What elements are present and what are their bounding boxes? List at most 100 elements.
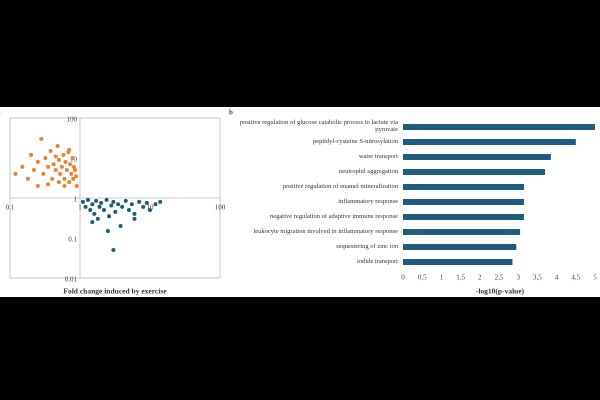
y-tick-label: water transport (358, 152, 398, 160)
point (90, 202, 95, 207)
point (41, 171, 46, 176)
point (113, 209, 118, 214)
bar (403, 229, 521, 235)
bar (403, 169, 546, 175)
point (137, 199, 142, 204)
x-tick-label: 5 (593, 274, 597, 282)
point (68, 162, 73, 167)
point (35, 159, 40, 164)
point (104, 197, 109, 202)
point (67, 180, 72, 185)
y-tick-label: positive regulation of glucose catabolic… (239, 119, 398, 133)
point (56, 157, 61, 162)
point (50, 176, 55, 181)
y-tick-label: inflammatory response (338, 197, 398, 205)
point (48, 148, 53, 153)
point (46, 182, 51, 187)
point (51, 162, 56, 167)
point (71, 176, 76, 181)
point (153, 202, 158, 207)
point (129, 202, 134, 207)
y-tick-label: peptidyl-cysteine S-nitrosylation (312, 137, 398, 145)
point (99, 200, 104, 205)
point (95, 216, 100, 221)
point (97, 204, 102, 209)
point (111, 199, 116, 204)
panel-label: b (229, 109, 233, 117)
point (46, 164, 51, 169)
bar (403, 139, 576, 145)
bar (403, 184, 524, 190)
point (73, 168, 78, 173)
point (105, 228, 110, 233)
x-tick-label: 10 (147, 204, 155, 212)
point (39, 136, 44, 141)
point (25, 176, 30, 181)
point (120, 204, 125, 209)
y-tick-label: negative regulation of adaptive immune r… (270, 212, 398, 220)
y-tick-label: sequestering of zinc ion (336, 242, 398, 250)
y-tick-label: iodide transport (357, 257, 398, 265)
point (56, 180, 61, 185)
bar (403, 214, 524, 220)
point (126, 208, 131, 213)
point (43, 156, 48, 160)
bar (403, 199, 524, 205)
point (148, 208, 152, 213)
point (13, 171, 18, 176)
point (80, 199, 85, 204)
point (55, 143, 60, 148)
y-tick-label: positive regulation of enamel mineraliza… (282, 182, 398, 190)
point (85, 197, 90, 202)
point (62, 183, 67, 188)
point (101, 208, 106, 213)
point (107, 214, 112, 219)
point (53, 168, 58, 173)
point (63, 159, 68, 164)
x-axis-label: Fold change induced by exercise (63, 287, 167, 296)
point (144, 200, 149, 205)
point (31, 168, 36, 173)
point (58, 171, 63, 176)
point (141, 204, 146, 209)
bar (403, 244, 517, 250)
bar (403, 259, 513, 265)
point (61, 152, 66, 157)
point (118, 223, 123, 228)
x-axis-label: -log10(p-value) (476, 287, 525, 296)
x-tick-label: 0.1 (6, 204, 15, 212)
x-tick-label: 2,5 (495, 274, 504, 282)
point (59, 164, 64, 169)
point (94, 198, 99, 203)
point (20, 164, 25, 169)
point (83, 204, 88, 209)
y-tick-label: 10 (70, 156, 78, 164)
x-tick-label: 1 (78, 204, 82, 212)
y-tick-label: 1 (74, 196, 78, 204)
y-tick-label: 0.1 (68, 236, 77, 244)
point (90, 220, 95, 225)
x-tick-label: 0,5 (418, 274, 427, 282)
point (132, 211, 137, 216)
x-tick-label: 0 (401, 274, 405, 282)
y-tick-label: neutrophil aggregation (338, 167, 398, 175)
point (132, 216, 137, 221)
point (53, 154, 58, 159)
x-tick-label: 4,5 (571, 274, 580, 282)
x-tick-label: 3,5 (533, 274, 542, 282)
y-tick-label: 100 (67, 116, 78, 124)
y-tick-label: leukocyte migration involved in inflamma… (253, 227, 398, 235)
point (35, 183, 40, 188)
point (74, 174, 79, 179)
point (70, 156, 75, 160)
point (92, 211, 97, 216)
point (109, 203, 114, 208)
point (69, 171, 74, 176)
point (88, 208, 93, 213)
letterbox (0, 297, 600, 400)
x-tick-label: 100 (215, 204, 226, 212)
point (71, 164, 76, 169)
point (64, 168, 69, 173)
point (111, 248, 116, 253)
